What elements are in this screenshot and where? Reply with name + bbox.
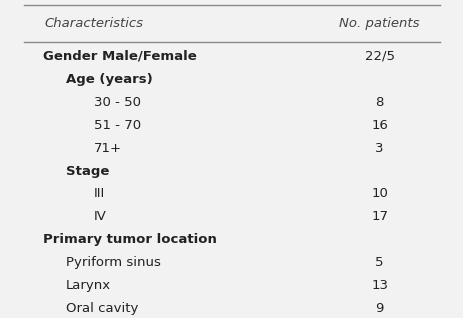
Text: 10: 10: [370, 187, 387, 200]
Text: Oral cavity: Oral cavity: [66, 302, 138, 315]
Text: 71+: 71+: [94, 142, 121, 155]
Text: 17: 17: [370, 211, 387, 223]
Text: 30 - 50: 30 - 50: [94, 96, 140, 109]
Text: Characteristics: Characteristics: [44, 17, 143, 30]
Text: Gender Male/Female: Gender Male/Female: [43, 50, 196, 63]
Text: IV: IV: [94, 211, 106, 223]
Text: Pyriform sinus: Pyriform sinus: [66, 256, 161, 269]
Text: Age (years): Age (years): [66, 73, 152, 86]
Text: Stage: Stage: [66, 164, 109, 177]
Text: 9: 9: [375, 302, 383, 315]
Text: 8: 8: [375, 96, 383, 109]
Text: 5: 5: [375, 256, 383, 269]
Text: 51 - 70: 51 - 70: [94, 119, 140, 132]
Text: 16: 16: [370, 119, 387, 132]
Text: III: III: [94, 187, 105, 200]
Text: Primary tumor location: Primary tumor location: [43, 233, 216, 246]
Text: No. patients: No. patients: [338, 17, 419, 30]
Text: 13: 13: [370, 279, 387, 292]
Text: Larynx: Larynx: [66, 279, 111, 292]
Text: 22/5: 22/5: [364, 50, 394, 63]
Text: 3: 3: [375, 142, 383, 155]
